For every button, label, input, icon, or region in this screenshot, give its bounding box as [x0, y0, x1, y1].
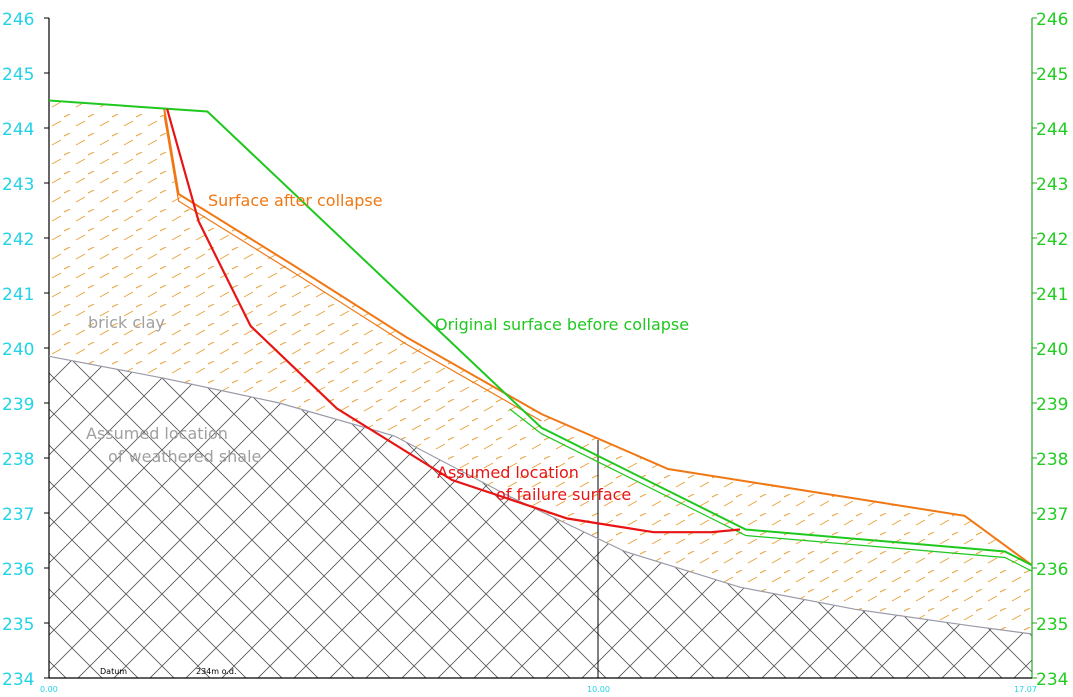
- x-tick-17: 17.07: [1014, 685, 1037, 694]
- label-shale-line2: of weathered shale: [108, 447, 261, 466]
- label-failure-line2: of failure surface: [496, 485, 631, 504]
- right-tick-245: 245: [1036, 65, 1068, 85]
- right-tick-241: 241: [1036, 285, 1068, 305]
- weathered-shale-fill: [49, 356, 1032, 678]
- left-tick-244: 244: [2, 120, 34, 140]
- right-tick-243: 243: [1036, 175, 1068, 195]
- label-datum-value: 234m o.d.: [196, 667, 237, 676]
- left-tick-240: 240: [2, 340, 34, 360]
- right-tick-234: 234: [1036, 670, 1068, 690]
- left-tick-238: 238: [2, 450, 34, 470]
- left-tick-labels: 246 245 244 243 242 241 240 239 238 237 236 235 234: [2, 10, 49, 690]
- original-surface-inner-line: [509, 408, 1032, 572]
- label-original-surface: Original surface before collapse: [435, 315, 689, 334]
- brick-clay-fill: [49, 100, 1032, 634]
- right-tick-244: 244: [1036, 120, 1068, 140]
- x-tick-10: 10.00: [587, 685, 610, 694]
- surface-after-collapse-inner-line: [163, 115, 542, 422]
- right-tick-238: 238: [1036, 450, 1068, 470]
- right-tick-labels: 246 245 244 243 242 241 240 239 238 237 236 235 234: [1032, 10, 1068, 690]
- x-tick-0: 0.00: [40, 685, 58, 694]
- right-tick-242: 242: [1036, 230, 1068, 250]
- right-tick-235: 235: [1036, 615, 1068, 635]
- left-tick-239: 239: [2, 395, 34, 415]
- right-tick-240: 240: [1036, 340, 1068, 360]
- surface-after-collapse-line: [163, 108, 1032, 567]
- left-tick-237: 237: [2, 505, 34, 525]
- left-tick-234: 234: [2, 670, 34, 690]
- left-tick-246: 246: [2, 10, 34, 30]
- label-shale-line1: Assumed location: [86, 424, 228, 443]
- label-brick-clay: brick clay: [88, 313, 165, 332]
- right-tick-246: 246: [1036, 10, 1068, 30]
- right-tick-237: 237: [1036, 505, 1068, 525]
- label-failure-line1: Assumed location: [437, 463, 579, 482]
- right-tick-239: 239: [1036, 395, 1068, 415]
- left-tick-245: 245: [2, 65, 34, 85]
- left-tick-241: 241: [2, 285, 34, 305]
- label-surface-after-collapse: Surface after collapse: [208, 191, 383, 210]
- right-tick-236: 236: [1036, 560, 1068, 580]
- shale-boundary-line: [49, 355, 1032, 635]
- label-datum: Datum: [100, 667, 127, 676]
- failure-surface-line: [166, 108, 741, 534]
- left-tick-242: 242: [2, 230, 34, 250]
- left-tick-235: 235: [2, 615, 34, 635]
- left-tick-236: 236: [2, 560, 34, 580]
- left-tick-243: 243: [2, 175, 34, 195]
